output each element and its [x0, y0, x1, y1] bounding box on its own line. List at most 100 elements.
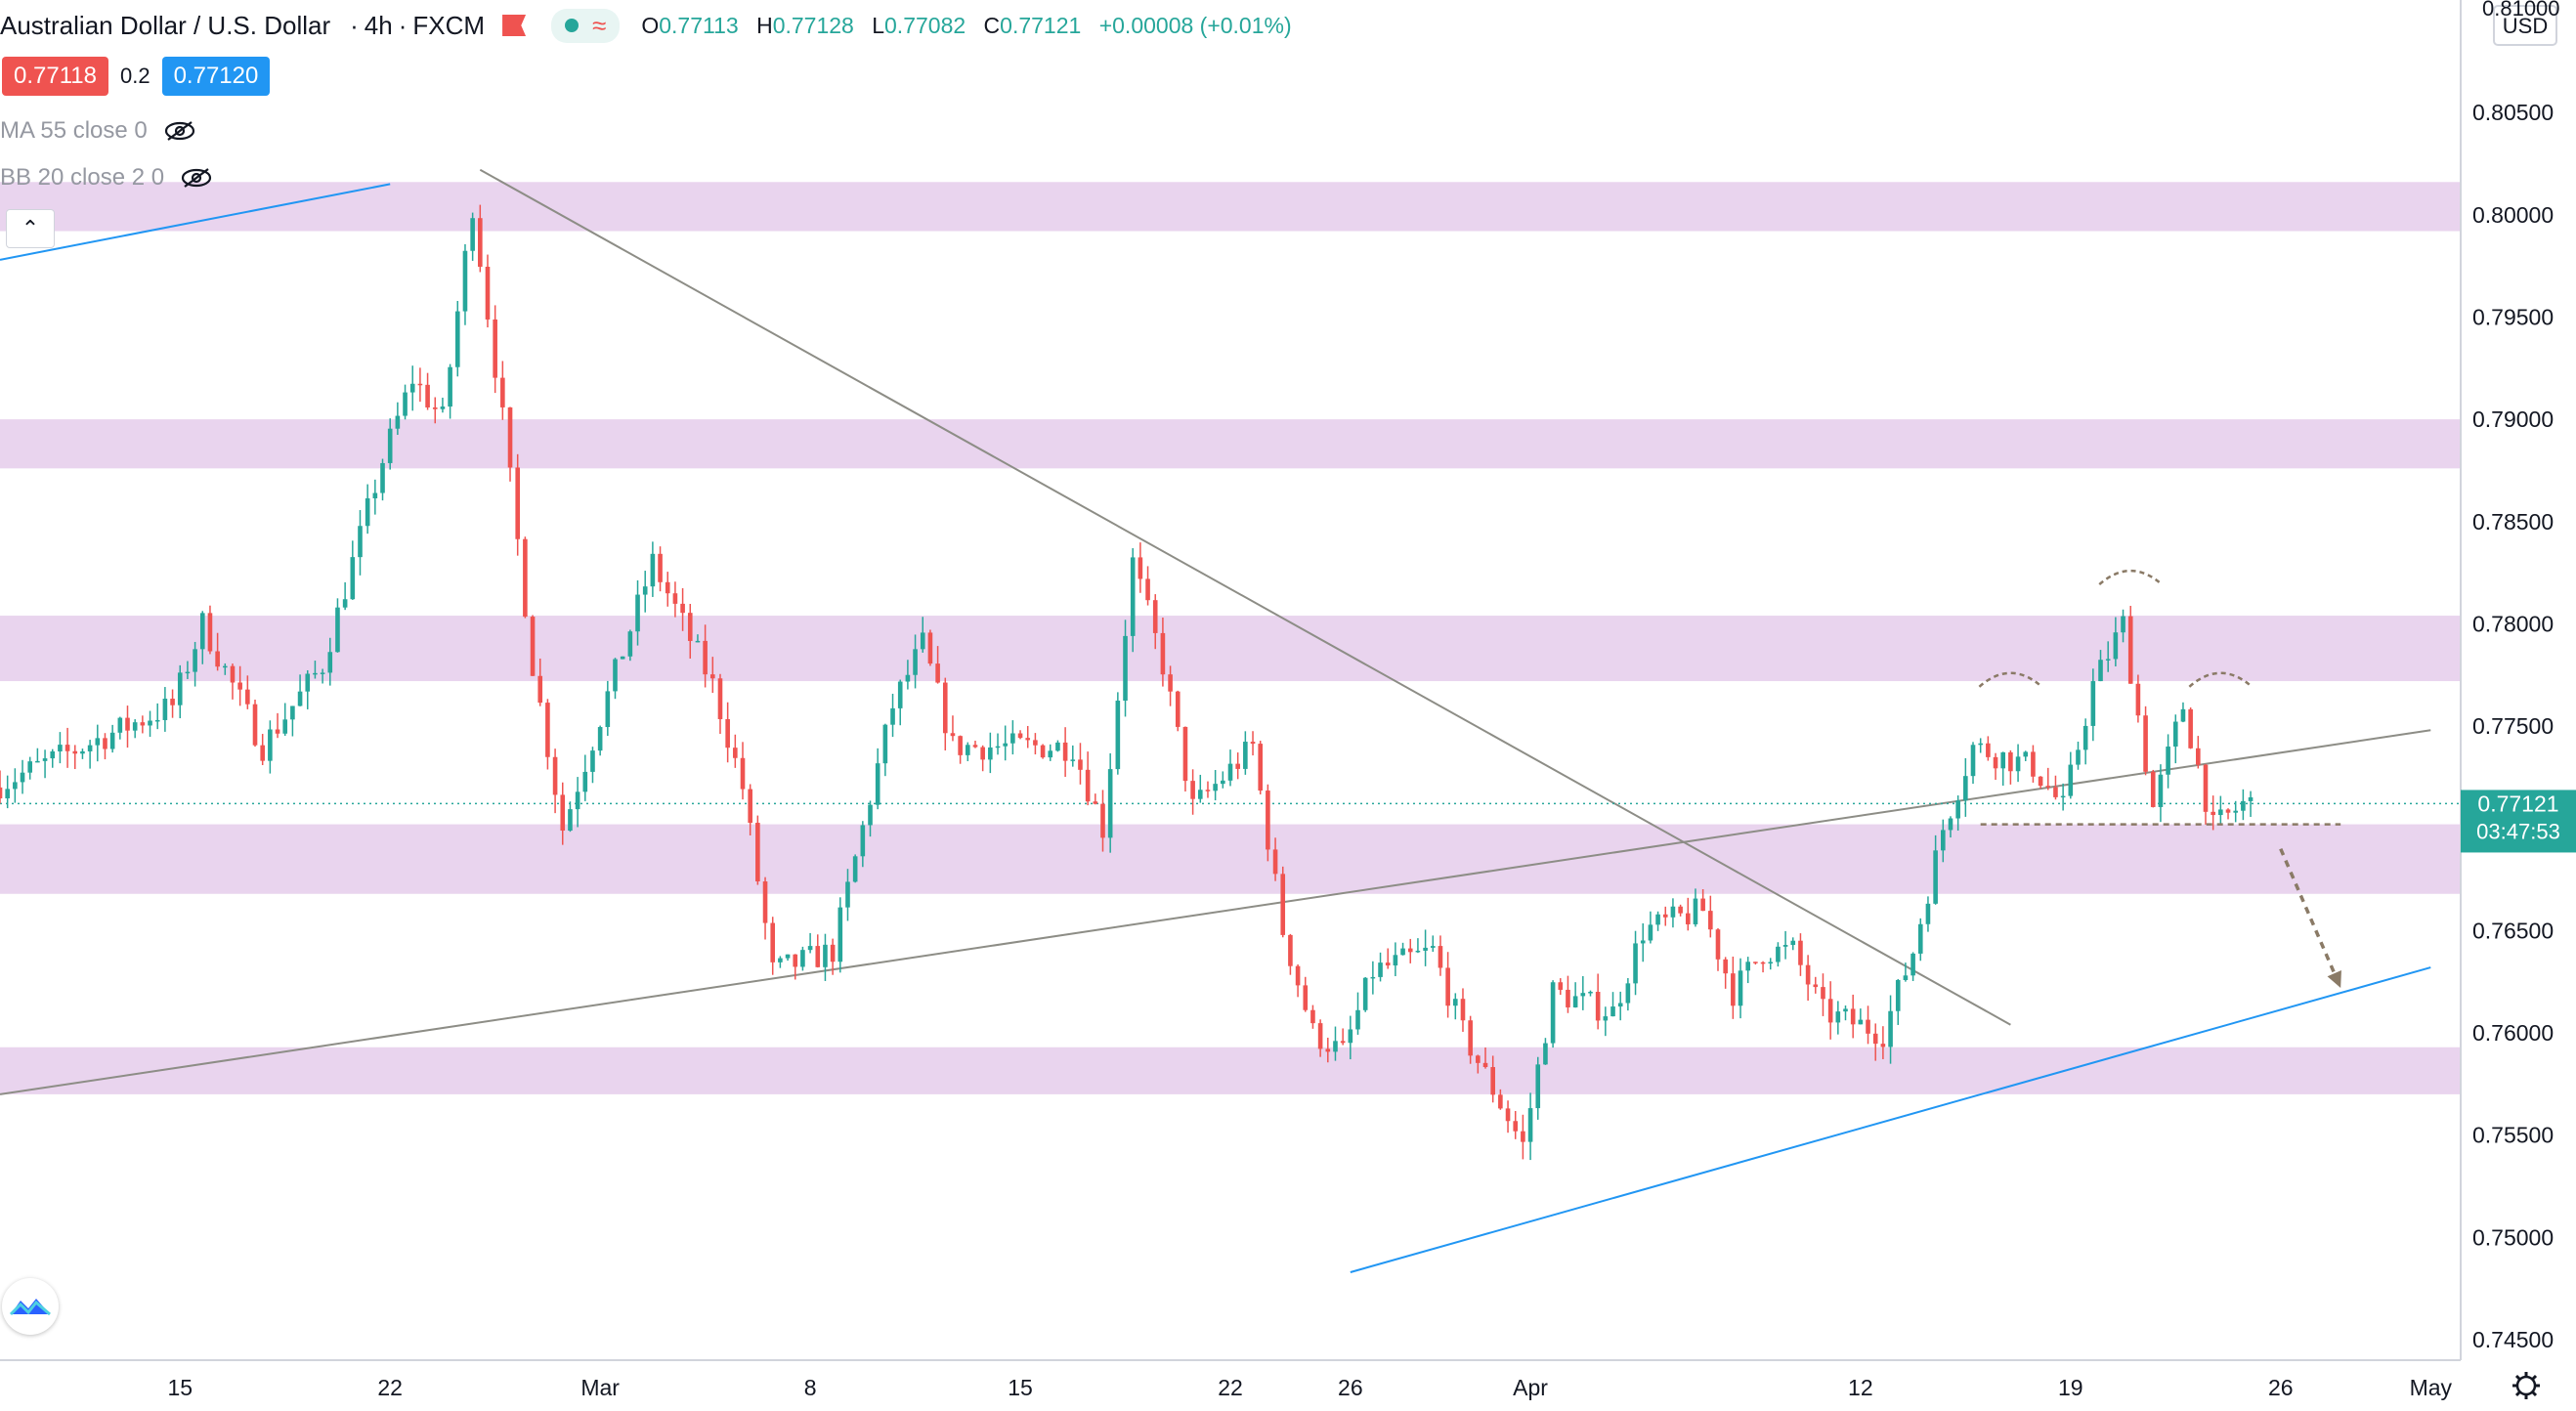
candle [897, 679, 903, 726]
current-price-label: 0.77121 [2477, 791, 2558, 816]
candle [1182, 726, 1188, 791]
candle-body [1970, 745, 1976, 777]
candle [1362, 977, 1368, 1012]
candle-body [2127, 616, 2133, 684]
candle [613, 658, 618, 700]
legend-separator: · [398, 10, 408, 40]
candle-body [305, 673, 311, 692]
candle-body [1295, 965, 1301, 986]
candle [1558, 978, 1564, 996]
candle-body [1453, 999, 1458, 1006]
candle-body [665, 581, 670, 594]
candle-body [1625, 983, 1631, 1004]
currency-button[interactable] [2493, 5, 2557, 46]
time-axis[interactable]: 15 22 Mar 8 15 22 26 Apr 12 19 26 May [167, 1375, 2452, 1400]
candle-body [80, 750, 85, 754]
candle [1813, 976, 1819, 994]
candle-body [42, 758, 48, 761]
candle-body [1093, 801, 1098, 804]
candle [1513, 1111, 1519, 1139]
candle-body [2090, 681, 2096, 726]
candle-body [1572, 996, 1578, 1007]
price-tick-label: 0.75500 [2472, 1123, 2554, 1148]
candle-body [927, 632, 933, 664]
candle [1272, 837, 1278, 881]
candle [1175, 690, 1181, 732]
candle-body [207, 613, 213, 652]
candle [237, 665, 242, 706]
candle [605, 680, 611, 737]
candle-body [1115, 701, 1121, 770]
candle [1197, 774, 1203, 803]
candle [1903, 962, 1909, 982]
candle [1685, 897, 1691, 931]
candle [2135, 674, 2141, 723]
candle [1221, 771, 1225, 789]
ohlc-values: O0.77113 H0.77128 L0.77082 C0.77121 +0.0… [641, 13, 1291, 39]
price-axis[interactable]: 0.745000.750000.755000.760000.765000.770… [2472, 100, 2554, 1352]
buy-button[interactable]: 0.77120 [161, 57, 271, 96]
candle [64, 727, 70, 768]
candle [193, 641, 197, 687]
candle [860, 821, 866, 868]
indicator-ma[interactable]: MA 55 close 0 [0, 117, 196, 145]
market-status-pill[interactable]: ≈ [551, 8, 621, 43]
candle-body [672, 593, 678, 604]
candle [823, 933, 828, 981]
collapse-indicators-button[interactable]: ⌃ [6, 209, 55, 248]
candle [1213, 770, 1218, 801]
interval-label[interactable]: 4h [364, 10, 393, 40]
candle [1062, 727, 1068, 778]
candle-body [170, 699, 175, 706]
candle-body [935, 663, 940, 683]
candle [875, 748, 880, 810]
candle-body [1310, 1009, 1315, 1024]
candle-body [2218, 809, 2223, 816]
candle-body [740, 757, 746, 790]
candle [1917, 918, 1923, 962]
candle-body [560, 794, 566, 832]
flag-icon[interactable] [502, 15, 527, 36]
sell-button[interactable]: 0.77118 [2, 57, 108, 96]
candle [1482, 1048, 1488, 1069]
candle [1243, 731, 1248, 775]
candle [1378, 952, 1383, 982]
candle-body [1595, 992, 1601, 1021]
indicator-bb[interactable]: BB 20 close 2 0 [0, 164, 213, 192]
candle-body [770, 922, 776, 962]
candle [1640, 922, 1646, 962]
candle-body [1348, 1029, 1353, 1044]
candle-body [1182, 726, 1188, 782]
candle-body [1521, 1131, 1525, 1142]
eye-hidden-icon[interactable] [180, 167, 213, 189]
candle-body [1243, 742, 1248, 769]
candle-body [403, 392, 408, 416]
candle [1986, 736, 1991, 761]
candle-body [942, 682, 948, 734]
tradingview-logo-icon[interactable] [2, 1278, 59, 1335]
candle-body [1978, 743, 1983, 746]
candle [5, 775, 10, 809]
candle [665, 572, 670, 607]
eye-hidden-icon[interactable] [163, 120, 196, 142]
candle [223, 663, 228, 675]
candle-body [1190, 781, 1195, 799]
candle-body [1048, 750, 1053, 758]
pattern-shoulder-arc [2098, 570, 2164, 586]
candle [2218, 795, 2223, 826]
candle-body [1715, 929, 1721, 960]
candle-body [1955, 800, 1960, 819]
candle-body [1745, 962, 1751, 971]
sr-zone [0, 182, 2461, 232]
symbol-title[interactable]: Australian Dollar / U.S. Dollar [0, 10, 331, 40]
candle-body [440, 406, 446, 409]
candle-body [1378, 962, 1383, 977]
candle [1205, 781, 1211, 798]
candle-body [245, 689, 250, 705]
settings-gear-icon[interactable] [2512, 1372, 2540, 1399]
candle-body [837, 907, 843, 962]
candle-body [545, 703, 550, 757]
candle [1543, 1038, 1548, 1065]
candle-body [140, 722, 146, 726]
